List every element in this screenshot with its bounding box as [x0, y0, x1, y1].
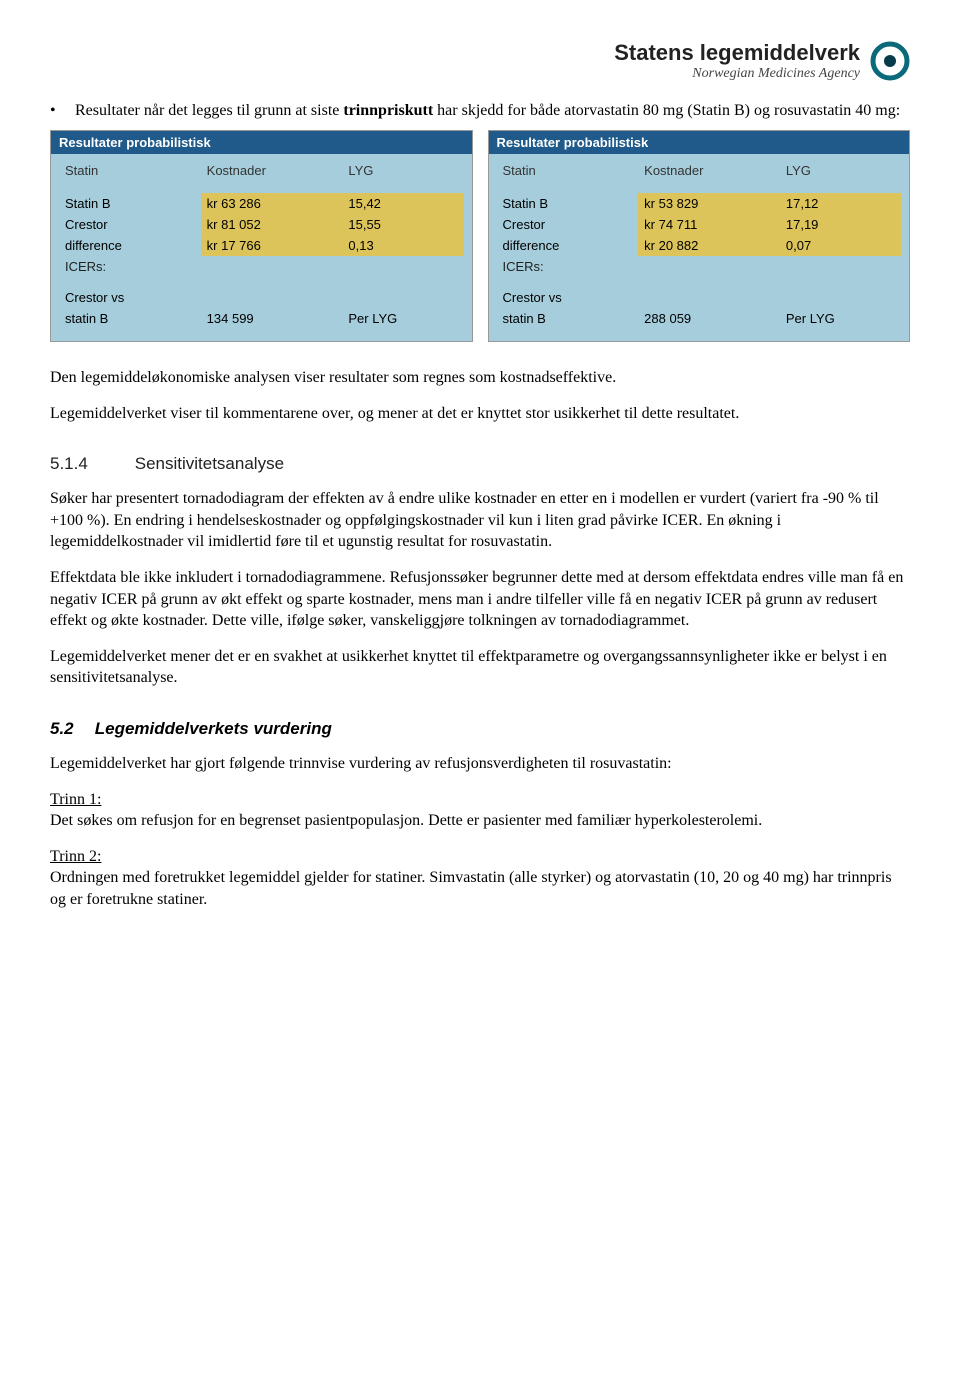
cell-icer: 288 059: [638, 308, 780, 329]
bullet-suffix: har skjedd for både atorvastatin 80 mg (…: [433, 102, 900, 119]
para-514-3: Legemiddelverket mener det er en svakhet…: [50, 646, 910, 689]
col-lyg: LYG: [342, 160, 463, 181]
panel-header-left: Resultater probabilistisk: [51, 131, 472, 154]
cell-statin-b: statin B: [59, 308, 201, 329]
result-table-left: Statin Kostnader LYG Statin B kr 63 286 …: [59, 160, 464, 329]
cell-name: difference: [59, 235, 201, 256]
bullet-item: • Resultater når det legges til grunn at…: [50, 102, 910, 120]
para-comment: Legemiddelverket viser til kommentarene …: [50, 403, 910, 425]
panel-header-right: Resultater probabilistisk: [489, 131, 910, 154]
result-panel-left: Resultater probabilistisk Statin Kostnad…: [50, 130, 473, 342]
panel-body-left: Statin Kostnader LYG Statin B kr 63 286 …: [51, 154, 472, 341]
agency-text-block: Statens legemiddelverk Norwegian Medicin…: [614, 40, 860, 82]
cell-per-lyg: Per LYG: [780, 308, 901, 329]
cell-lyg: 17,12: [780, 193, 901, 214]
cell-per-lyg: Per LYG: [342, 308, 463, 329]
cell-cost: kr 74 711: [638, 214, 780, 235]
page-header: Statens legemiddelverk Norwegian Medicin…: [50, 40, 910, 82]
result-table-right: Statin Kostnader LYG Statin B kr 53 829 …: [497, 160, 902, 329]
section-514-num: 5.1.4: [50, 454, 130, 474]
cell-cost: kr 17 766: [201, 235, 343, 256]
trinn1-label: Trinn 1:: [50, 791, 101, 808]
section-52-num: 5.2: [50, 719, 90, 739]
result-panel-right: Resultater probabilistisk Statin Kostnad…: [488, 130, 911, 342]
cell-name: Crestor: [59, 214, 201, 235]
bullet-prefix: Resultater når det legges til grunn at s…: [75, 102, 343, 119]
cell-cost: kr 53 829: [638, 193, 780, 214]
section-514-title: Sensitivitetsanalyse: [135, 454, 284, 473]
cell-name: Statin B: [59, 193, 201, 214]
cell-lyg: 0,07: [780, 235, 901, 256]
trinn1-block: Trinn 1: Det søkes om refusjon for en be…: [50, 789, 910, 832]
cell-lyg: 0,13: [342, 235, 463, 256]
agency-logo-icon: [870, 41, 910, 81]
trinn1-text: Det søkes om refusjon for en begrenset p…: [50, 812, 762, 829]
para-514-2: Effektdata ble ikke inkludert i tornadod…: [50, 567, 910, 632]
section-514-heading: 5.1.4 Sensitivitetsanalyse: [50, 454, 910, 474]
cell-lyg: 15,55: [342, 214, 463, 235]
trinn2-label: Trinn 2:: [50, 848, 101, 865]
panel-body-right: Statin Kostnader LYG Statin B kr 53 829 …: [489, 154, 910, 341]
cell-lyg: 17,19: [780, 214, 901, 235]
para-514-1: Søker har presentert tornadodiagram der …: [50, 488, 910, 553]
icers-label: ICERs:: [497, 256, 902, 277]
col-statin: Statin: [59, 160, 201, 181]
cell-name: Crestor: [497, 214, 639, 235]
col-kostnader: Kostnader: [638, 160, 780, 181]
bullet-bold: trinnpriskutt: [343, 102, 433, 119]
trinn2-text: Ordningen med foretrukket legemiddel gje…: [50, 869, 892, 908]
section-52-heading: 5.2 Legemiddelverkets vurdering: [50, 719, 910, 739]
cell-cost: kr 81 052: [201, 214, 343, 235]
cell-name: Statin B: [497, 193, 639, 214]
col-kostnader: Kostnader: [201, 160, 343, 181]
para-52-intro: Legemiddelverket har gjort følgende trin…: [50, 753, 910, 775]
bullet-marker: •: [50, 102, 75, 120]
trinn2-block: Trinn 2: Ordningen med foretrukket legem…: [50, 846, 910, 911]
para-after-tables: Den legemiddeløkonomiske analysen viser …: [50, 367, 910, 389]
cell-statin-b: statin B: [497, 308, 639, 329]
cell-crestor-vs: Crestor vs: [59, 287, 201, 308]
cell-lyg: 15,42: [342, 193, 463, 214]
agency-title: Statens legemiddelverk: [614, 40, 860, 66]
cell-name: difference: [497, 235, 639, 256]
cell-crestor-vs: Crestor vs: [497, 287, 639, 308]
cell-cost: kr 20 882: [638, 235, 780, 256]
cell-icer: 134 599: [201, 308, 343, 329]
col-lyg: LYG: [780, 160, 901, 181]
agency-subtitle: Norwegian Medicines Agency: [614, 66, 860, 82]
col-statin: Statin: [497, 160, 639, 181]
bullet-text: Resultater når det legges til grunn at s…: [75, 102, 900, 120]
result-tables-row: Resultater probabilistisk Statin Kostnad…: [50, 130, 910, 342]
icers-label: ICERs:: [59, 256, 464, 277]
section-52-title: Legemiddelverkets vurdering: [95, 719, 332, 738]
cell-cost: kr 63 286: [201, 193, 343, 214]
